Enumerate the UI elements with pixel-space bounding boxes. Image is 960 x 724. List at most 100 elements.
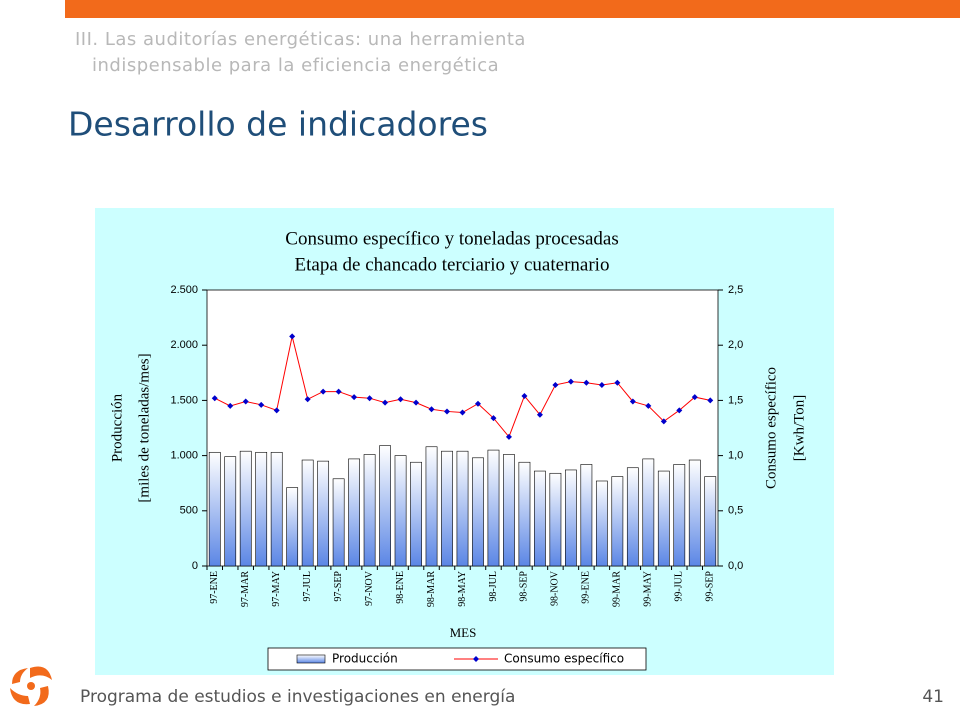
x-axis-label: MES (450, 625, 477, 640)
line-marker (536, 411, 543, 418)
bar (410, 461, 422, 567)
line-marker (273, 407, 280, 414)
line-marker (289, 333, 296, 340)
legend-label: Producción (332, 652, 398, 666)
line-marker (397, 396, 404, 403)
line-marker (382, 399, 389, 406)
bar (425, 446, 438, 567)
bar (611, 476, 624, 567)
line-marker (444, 408, 451, 415)
bar (472, 457, 484, 567)
bar (348, 458, 360, 567)
bar (518, 461, 531, 567)
line-marker (583, 379, 590, 386)
line-marker (242, 398, 249, 405)
bar (239, 450, 252, 567)
line-marker (645, 402, 652, 409)
bar (642, 458, 655, 567)
chart-title: Etapa de chancado terciario y cuaternari… (295, 254, 610, 275)
line-marker (629, 398, 636, 405)
header-line: indispensable para la eficiencia energét… (92, 55, 499, 76)
line-marker (707, 397, 714, 404)
line-marker (211, 395, 218, 402)
x-tick-label: 98-JUL (488, 571, 499, 602)
bar (317, 460, 330, 567)
y2-tick-label: 0,0 (728, 560, 743, 572)
x-tick-label: 99-JUL (674, 571, 685, 602)
line-marker (614, 379, 621, 386)
bar (255, 451, 268, 567)
line-marker (320, 388, 327, 395)
line-marker (505, 433, 512, 440)
bar (394, 455, 407, 567)
bar (580, 464, 593, 567)
bar (456, 450, 469, 567)
line-marker (366, 395, 373, 402)
y2-axis-label: Consumo específico (763, 367, 779, 489)
bar (534, 470, 546, 567)
bar (286, 487, 299, 567)
y2-tick-label: 2,5 (728, 284, 743, 296)
y-tick-label: 1.500 (170, 394, 198, 406)
line-marker (227, 402, 234, 409)
x-tick-label: 98-MAR (426, 571, 437, 607)
line-marker (676, 407, 683, 414)
x-tick-label: 97-NOV (364, 570, 375, 606)
x-tick-label: 99-SEP (705, 571, 716, 602)
line-marker (552, 381, 559, 388)
bar (441, 450, 453, 567)
bar (688, 459, 701, 567)
line-marker (567, 378, 574, 385)
x-tick-label: 98-SEP (519, 571, 530, 602)
line-marker (459, 409, 466, 416)
bar (379, 445, 391, 567)
bar (363, 454, 376, 567)
top-bar (65, 0, 960, 18)
bar (224, 456, 237, 567)
line-marker (474, 400, 481, 407)
line-marker (258, 401, 265, 408)
x-tick-label: 98-ENE (395, 571, 406, 604)
line-marker (521, 392, 528, 399)
legend-label: Consumo específico (504, 652, 624, 666)
x-tick-label: 97-ENE (209, 571, 220, 604)
bar (332, 478, 345, 567)
line-marker (304, 396, 311, 403)
page-number: 41 (922, 687, 944, 707)
y-tick-label: 500 (180, 505, 198, 517)
y-axis-label: Producción (109, 393, 125, 462)
y2-tick-label: 1,5 (728, 394, 743, 406)
y2-axis-label: [Kwh/Ton] (791, 395, 807, 461)
x-tick-label: 98-NOV (550, 570, 561, 606)
x-tick-label: 97-MAR (240, 571, 251, 607)
bar (595, 480, 608, 567)
header-line: III. Las auditorías energéticas: una her… (75, 29, 526, 50)
slide-title: Desarrollo de indicadores (68, 105, 488, 144)
line-marker (428, 406, 435, 413)
bar (549, 472, 562, 567)
bar (301, 459, 314, 567)
y2-tick-label: 2,0 (728, 339, 743, 351)
logo (10, 666, 52, 706)
bar (487, 449, 500, 567)
bar (626, 467, 639, 567)
bar (208, 451, 221, 567)
bar (657, 470, 670, 567)
y-tick-label: 2.000 (170, 339, 198, 351)
x-tick-label: 97-JUL (302, 571, 313, 602)
line-marker (691, 394, 698, 401)
y-tick-label: 0 (192, 560, 198, 572)
bar (673, 464, 686, 567)
x-tick-label: 97-SEP (333, 571, 344, 602)
line-marker (660, 418, 667, 425)
line-marker (598, 381, 605, 388)
y-axis-label: [miles de toneladas/mes] (136, 353, 152, 502)
line-marker (413, 399, 420, 406)
chart-title: Consumo específico y toneladas procesada… (285, 228, 618, 249)
x-tick-label: 99-ENE (581, 571, 592, 604)
x-tick-label: 98-MAY (457, 571, 468, 607)
footer: Programa de estudios e investigaciones e… (80, 687, 515, 707)
x-tick-label: 99-MAR (612, 571, 623, 607)
line-marker (335, 388, 342, 395)
